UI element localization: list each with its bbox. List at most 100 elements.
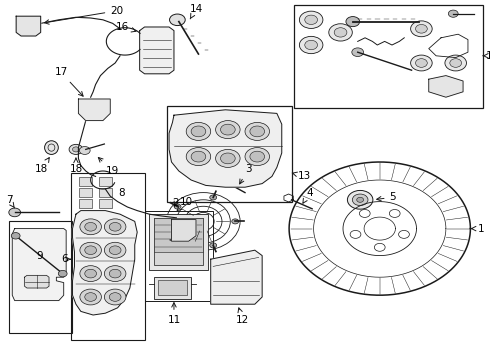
Circle shape [174,204,181,209]
Circle shape [109,269,121,278]
Ellipse shape [45,141,58,154]
Circle shape [357,197,364,202]
Circle shape [109,222,121,231]
Polygon shape [24,275,49,288]
Circle shape [334,28,347,37]
Circle shape [85,222,97,231]
Bar [167,106,292,202]
Circle shape [104,242,126,258]
Circle shape [390,210,400,217]
Circle shape [416,24,427,33]
Circle shape [210,195,217,200]
Circle shape [186,122,211,140]
Circle shape [299,11,323,28]
Text: 3: 3 [240,164,252,184]
Bar [158,280,187,295]
Circle shape [191,151,206,162]
Circle shape [58,270,67,277]
Bar [154,277,191,299]
Circle shape [245,122,270,140]
Circle shape [109,246,121,255]
Bar [9,221,72,333]
Polygon shape [211,250,262,304]
Text: 17: 17 [54,67,83,96]
Polygon shape [78,99,110,121]
Circle shape [220,153,235,164]
Circle shape [80,266,101,282]
Bar [294,5,483,108]
Circle shape [416,59,427,67]
Circle shape [398,230,409,238]
Bar [99,199,112,208]
Circle shape [359,210,370,217]
Circle shape [352,194,368,206]
Circle shape [411,21,432,37]
Circle shape [250,151,265,162]
Circle shape [445,55,466,71]
Circle shape [245,148,270,166]
Text: 8: 8 [118,188,125,198]
Circle shape [186,148,211,166]
Text: 11: 11 [167,303,181,325]
Polygon shape [429,76,463,97]
Text: 5: 5 [377,192,396,202]
Polygon shape [16,16,41,36]
Text: 18: 18 [35,158,49,174]
Circle shape [305,40,318,50]
Circle shape [80,242,101,258]
Text: 2: 2 [172,198,179,208]
Text: 19: 19 [98,157,119,176]
Circle shape [346,17,360,27]
Bar [71,173,145,340]
Text: 13: 13 [292,171,311,181]
Circle shape [305,15,318,24]
Text: 16: 16 [116,22,136,32]
Text: 1: 1 [471,224,485,234]
Circle shape [299,36,323,54]
Bar [99,177,112,186]
Circle shape [450,59,462,67]
Circle shape [220,124,235,135]
Circle shape [216,149,240,167]
Circle shape [11,233,20,239]
Circle shape [350,230,361,238]
Circle shape [352,48,364,57]
Bar [79,188,92,197]
Bar [154,218,203,265]
Text: 4: 4 [303,188,313,203]
Polygon shape [169,110,282,187]
Polygon shape [140,27,174,74]
Circle shape [411,55,432,71]
Bar [149,214,208,270]
Circle shape [448,10,458,17]
Circle shape [9,208,21,217]
Text: 6: 6 [61,254,71,264]
Text: 15: 15 [483,51,490,61]
Text: 12: 12 [236,308,249,325]
Bar [79,199,92,208]
Circle shape [69,144,83,154]
Text: 18: 18 [69,158,83,174]
Circle shape [104,266,126,282]
Text: 20: 20 [45,6,123,24]
Circle shape [191,126,206,137]
Polygon shape [172,220,196,241]
Circle shape [80,219,101,235]
Circle shape [73,147,79,152]
Circle shape [347,190,373,209]
Circle shape [104,289,126,305]
Text: 10: 10 [177,197,193,211]
Circle shape [216,121,240,139]
Circle shape [79,147,90,154]
Polygon shape [73,211,137,315]
Bar [99,188,112,197]
Circle shape [232,219,239,224]
Bar [154,218,203,252]
Circle shape [80,289,101,305]
Circle shape [174,234,181,239]
Circle shape [104,219,126,235]
Circle shape [329,24,352,41]
Bar [79,177,92,186]
Text: 7: 7 [5,195,15,208]
Text: 9: 9 [37,251,44,261]
